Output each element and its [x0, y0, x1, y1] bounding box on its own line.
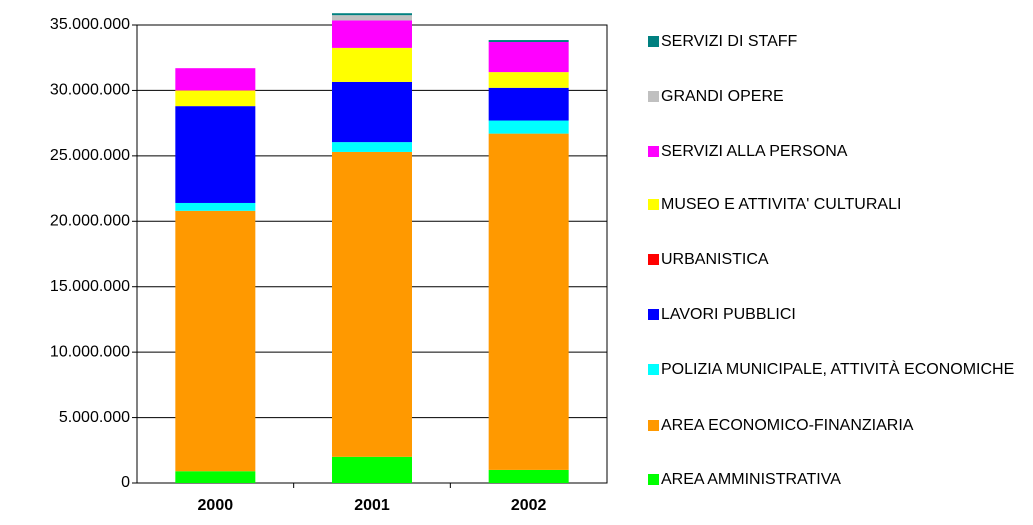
legend-swatch: [648, 36, 659, 47]
y-tick-label: 25.000.000: [50, 147, 130, 164]
legend-swatch: [648, 146, 659, 157]
legend-swatch: [648, 309, 659, 320]
y-tick-label: 20.000.000: [50, 213, 130, 230]
legend-item: GRANDI OPERE: [648, 88, 1033, 106]
bar-segment: [488, 469, 569, 483]
legend-label: SERVIZI DI STAFF: [661, 33, 798, 50]
legend-label: MUSEO E ATTIVITA' CULTURALI: [661, 196, 902, 213]
y-tick-label: 5.000.000: [59, 409, 130, 426]
legend-item: LAVORI PUBBLICI: [648, 306, 1033, 324]
legend-label: POLIZIA MUNICIPALE, ATTIVITÀ ECONOMICHE: [661, 361, 1015, 378]
bar-segment: [175, 106, 256, 203]
legend-item: URBANISTICA: [648, 251, 1033, 269]
legend-swatch: [648, 364, 659, 375]
bar-segment: [332, 47, 412, 82]
bar-segment: [332, 20, 412, 48]
legend-swatch: [648, 474, 659, 485]
legend-item: AREA ECONOMICO-FINANZIARIA: [648, 417, 1033, 435]
bar-segment: [488, 120, 569, 134]
bar-segment: [175, 471, 256, 483]
legend-label: GRANDI OPERE: [661, 88, 784, 105]
legend-item: SERVIZI DI STAFF: [648, 33, 1033, 51]
bar-segment: [175, 68, 256, 91]
legend-label: SERVIZI ALLA PERSONA: [661, 143, 848, 160]
legend-swatch: [648, 91, 659, 102]
y-tick-label: 10.000.000: [50, 343, 130, 360]
bar-segment: [332, 151, 412, 457]
y-tick-label: 15.000.000: [50, 278, 130, 295]
legend-item: AREA AMMINISTRATIVA: [648, 471, 1033, 489]
legend-label: AREA AMMINISTRATIVA: [661, 471, 841, 488]
y-tick-label: 0: [121, 474, 130, 491]
legend-label: LAVORI PUBBLICI: [661, 306, 796, 323]
bar-segment: [488, 87, 569, 121]
bar-segment: [332, 15, 412, 21]
legend-swatch: [648, 420, 659, 431]
bar-segment: [488, 72, 569, 88]
bar-segment: [332, 142, 412, 152]
y-tick-label: 30.000.000: [50, 82, 130, 99]
bar-segment: [175, 90, 256, 107]
bar-segment: [488, 42, 569, 73]
legend-item: POLIZIA MUNICIPALE, ATTIVITÀ ECONOMICHE: [648, 361, 1033, 379]
bar-segment: [488, 133, 569, 470]
bar-segment: [175, 202, 256, 211]
bar-segment: [332, 81, 412, 143]
x-tick-label: 2002: [511, 497, 547, 514]
legend-swatch: [648, 254, 659, 265]
bar-segment: [332, 456, 412, 483]
bar-segment: [175, 210, 256, 472]
legend-item: SERVIZI ALLA PERSONA: [648, 143, 1033, 161]
legend-swatch: [648, 199, 659, 210]
x-tick-label: 2000: [198, 497, 234, 514]
x-tick-label: 2001: [354, 497, 390, 514]
legend-item: MUSEO E ATTIVITA' CULTURALI: [648, 196, 1033, 214]
bar-segment: [332, 13, 412, 16]
bar-segment: [488, 40, 569, 43]
y-tick-label: 35.000.000: [50, 16, 130, 33]
legend-label: URBANISTICA: [661, 251, 769, 268]
legend-label: AREA ECONOMICO-FINANZIARIA: [661, 417, 914, 434]
